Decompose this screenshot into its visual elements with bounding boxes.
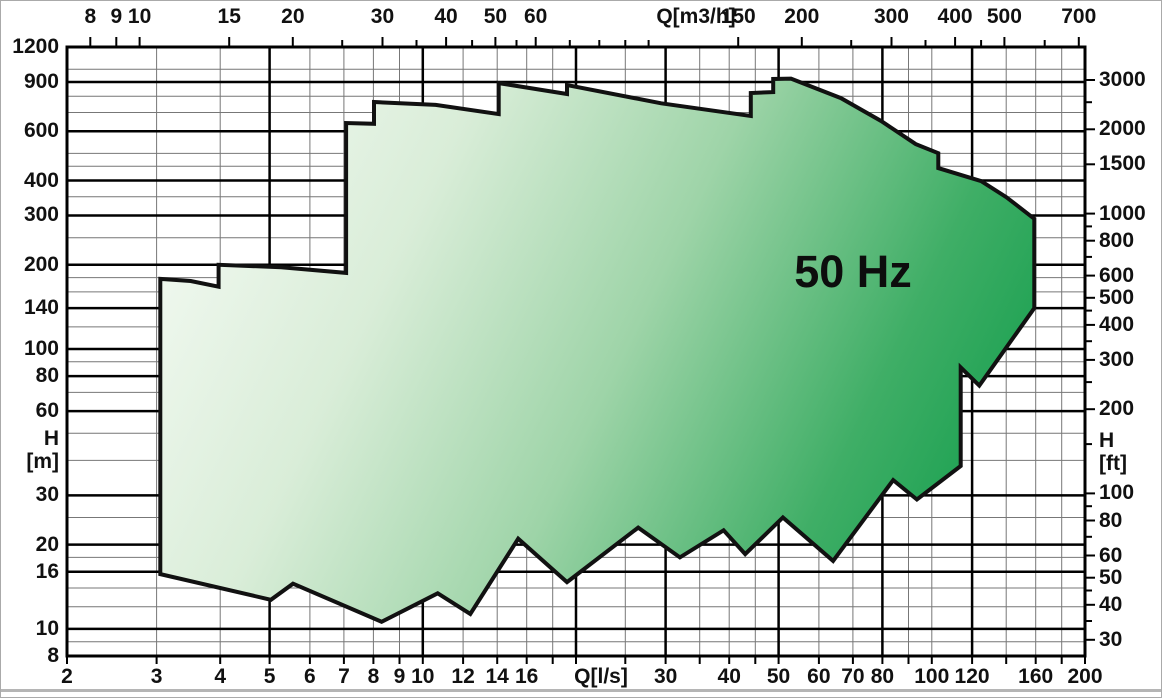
bottom-axis-unit-label: Q[l/s] <box>574 665 628 688</box>
top-axis-tick-label: 50 <box>483 5 508 28</box>
bottom-axis-tick-label: 6 <box>304 665 316 688</box>
right-axis-tick-label: 30 <box>1099 627 1123 651</box>
top-axis-tick-label: 150 <box>720 5 756 28</box>
bottom-axis-tick-label: 70 <box>841 665 865 688</box>
bottom-axis-tick-label: 100 <box>914 665 950 688</box>
top-axis-tick-label: 30 <box>370 5 395 28</box>
bottom-axis-tick-label: 40 <box>717 665 741 688</box>
top-axis-tick-label: 9 <box>110 5 123 28</box>
top-axis-tick-label: 60 <box>524 5 548 28</box>
bottom-axis-tick-label: 2 <box>61 665 73 688</box>
operating-range-envelope <box>158 76 1037 625</box>
right-axis-tick-label: 100 <box>1099 481 1135 505</box>
bottom-axis-tick-label: 8 <box>367 665 380 688</box>
left-axis-tick-label: 100 <box>23 337 59 361</box>
top-axis-tick-label: 700 <box>1061 5 1097 28</box>
bottom-axis-tick-label: 12 <box>451 665 475 688</box>
left-axis-tick-label: 600 <box>23 119 59 143</box>
bottom-axis-tick-label: 14 <box>485 665 509 688</box>
right-axis-tick-label: 2000 <box>1099 117 1146 141</box>
right-axis-tick-label: 600 <box>1099 263 1135 287</box>
top-axis-tick-label: 8 <box>84 5 97 28</box>
left-axis-tick-label: 900 <box>23 69 59 93</box>
bottom-axis-tick-label: 160 <box>1018 665 1054 688</box>
right-axis-tick-label: 1500 <box>1099 152 1146 176</box>
right-axis-tick-label: 80 <box>1099 508 1123 532</box>
left-axis-tick-label: 30 <box>35 483 59 507</box>
top-axis-tick-label: 10 <box>127 5 152 28</box>
right-axis-tick-label: 1000 <box>1099 201 1146 225</box>
bottom-axis-tick-label: 3 <box>150 665 163 688</box>
top-axis-tick-label: 20 <box>281 5 305 28</box>
left-axis-tick-label: 80 <box>35 364 59 388</box>
bottom-axis-tick-label: 60 <box>807 665 831 688</box>
bottom-axis-tick-label: 9 <box>393 665 406 688</box>
bottom-axis-tick-label: 4 <box>214 665 227 688</box>
right-axis-tick-label: 300 <box>1099 347 1135 371</box>
left-axis-tick-label: 200 <box>23 252 59 276</box>
top-axis-unit-label: Q[m3/h] <box>656 5 736 28</box>
top-axis-tick-label: 200 <box>784 5 820 28</box>
top-axis-tick-label: 400 <box>937 5 973 28</box>
left-axis-tick-label: 400 <box>23 168 59 192</box>
bottom-axis-tick-label: 30 <box>653 665 678 688</box>
right-axis-tick-label: 60 <box>1099 543 1123 567</box>
left-axis-tick-label: 16 <box>35 559 59 583</box>
bottom-axis-tick-label: 16 <box>514 665 539 688</box>
left-axis-tick-label: 300 <box>23 203 59 227</box>
right-axis-tick-label: 3000 <box>1099 68 1146 92</box>
right-axis-tick-label: 400 <box>1099 312 1135 336</box>
bottom-separator-rule <box>1 689 1161 692</box>
left-axis-unit-label: H [m] <box>1 427 59 473</box>
bottom-axis-tick-label: 50 <box>766 665 791 688</box>
right-axis-unit-line1: H <box>1099 429 1115 452</box>
right-axis-tick-label: 200 <box>1099 397 1135 421</box>
left-axis-tick-label: 10 <box>35 616 59 640</box>
bottom-axis-tick-label: 80 <box>870 665 895 688</box>
left-axis-tick-label: 20 <box>35 532 59 556</box>
right-axis-tick-label: 40 <box>1099 592 1123 616</box>
bottom-axis-tick-label: 7 <box>338 665 350 688</box>
left-axis-tick-label: 1200 <box>12 35 59 58</box>
bottom-axis-tick-label: 5 <box>263 665 276 688</box>
right-axis-tick-label: 800 <box>1099 228 1135 252</box>
bottom-axis-tick-label: 200 <box>1067 665 1103 688</box>
left-axis-unit-line1: H <box>43 427 59 450</box>
top-axis-tick-label: 15 <box>217 5 241 28</box>
left-axis-tick-label: 8 <box>47 644 59 667</box>
left-axis-tick-label: 60 <box>35 399 59 423</box>
left-axis-unit-line2: [m] <box>26 450 59 473</box>
frequency-annotation: 50 Hz <box>794 246 912 297</box>
left-axis-tick-label: 140 <box>23 296 59 320</box>
bottom-axis-tick-label: 10 <box>411 665 435 688</box>
top-axis-tick-label: 40 <box>434 5 458 28</box>
top-axis-tick-label: 300 <box>873 5 909 28</box>
top-axis-tick-label: 500 <box>986 5 1022 28</box>
right-axis-unit-label: H [ft] <box>1099 429 1159 475</box>
right-axis-tick-label: 50 <box>1099 565 1123 589</box>
right-axis-tick-label: 500 <box>1099 285 1135 309</box>
bottom-axis-tick-label: 120 <box>954 665 990 688</box>
right-axis-unit-line2: [ft] <box>1099 452 1127 475</box>
